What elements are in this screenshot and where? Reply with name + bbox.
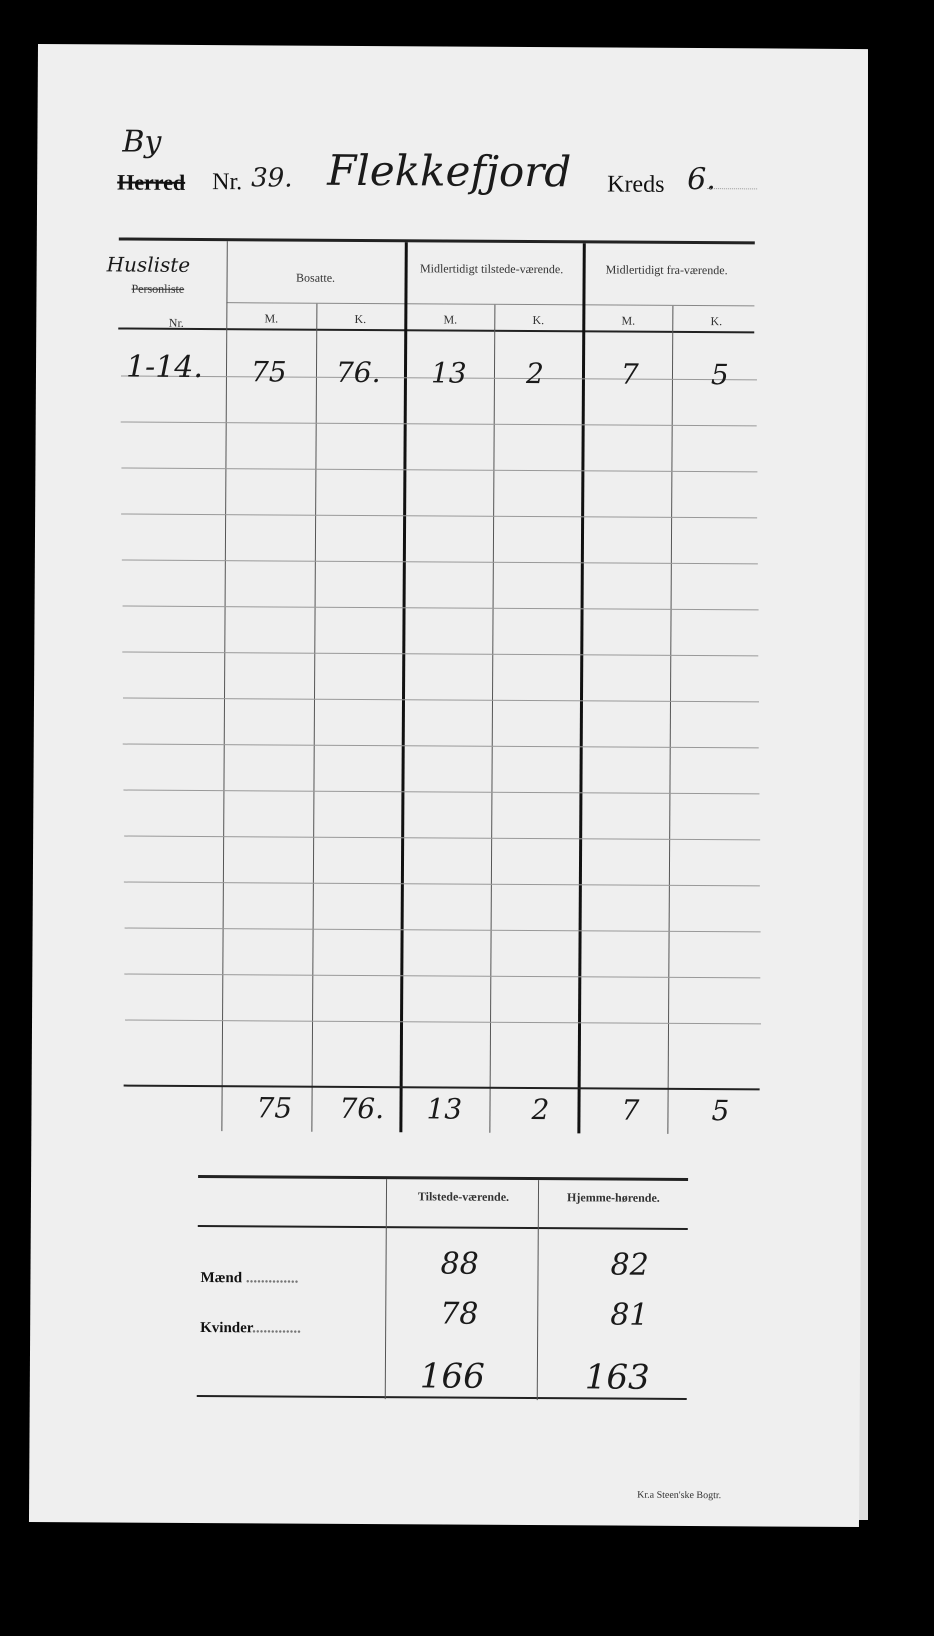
cell: 76. (335, 355, 381, 390)
summary-cell: 82 (610, 1247, 649, 1283)
cell: 5 (710, 358, 729, 392)
husliste-handwritten: Husliste (106, 252, 191, 277)
kreds-label: Kreds (607, 171, 665, 198)
row-nr: 1-14. (125, 349, 204, 386)
summary-total: 163 (584, 1357, 650, 1398)
row-rule (122, 651, 759, 657)
place-name: Flekkefjord (327, 145, 572, 197)
total-cell: 75 (256, 1091, 293, 1125)
group-header-fravaerende: Midlertidigt fra-værende. (605, 262, 728, 278)
nr-value: 39. (251, 163, 293, 194)
sub-header: K. (710, 314, 723, 329)
row-rule (125, 1019, 762, 1025)
row-rule (124, 973, 761, 979)
census-form: By Herred Nr. 39. Flekkefjord Kreds 6. H… (28, 44, 868, 1528)
group-header-bosatte: Bosatte. (296, 270, 336, 285)
cell: 2 (525, 356, 544, 391)
row-rule (122, 605, 759, 611)
total-cell: 7 (621, 1093, 640, 1127)
row-rule (124, 927, 761, 933)
col-line (384, 1179, 388, 1400)
printer-imprint: Kr.a Steen'ske Bogtr. (637, 1489, 722, 1502)
subheader-rule (226, 302, 755, 307)
summary-total: 166 (419, 1356, 485, 1397)
col-line-thick (577, 243, 586, 1134)
summary-header-hjemme: Hjemme-hørende. (567, 1190, 660, 1205)
kvinder-label: Kvinder............. (200, 1320, 301, 1337)
row-rule (122, 697, 759, 703)
col-line (489, 304, 496, 1133)
col-line (536, 1180, 540, 1401)
cell: 75 (250, 355, 287, 389)
row-rule (123, 835, 760, 841)
summary-cell: 81 (610, 1297, 649, 1333)
col-line (311, 303, 318, 1132)
maend-label-text: Mænd (200, 1270, 243, 1287)
row-rule (120, 421, 757, 427)
sub-header: K. (532, 313, 545, 328)
cell: 7 (620, 357, 639, 391)
col-line (667, 305, 674, 1134)
col-line-thick (399, 242, 408, 1133)
summary-top-rule (198, 1174, 689, 1181)
sub-header: M. (443, 312, 458, 327)
nr-label: Nr. (212, 169, 243, 196)
summary-header-tilstede: Tilstede-værende. (417, 1189, 510, 1204)
cell: 13 (430, 356, 467, 390)
personliste-label: Personliste (131, 281, 185, 296)
total-cell: 13 (426, 1092, 463, 1126)
row-rule (124, 881, 761, 887)
row-rule (123, 743, 760, 749)
row-rule (121, 559, 758, 565)
row-rule (121, 467, 758, 473)
table-top-rule (118, 237, 755, 245)
herred-label: Herred (117, 169, 186, 195)
summary-cell: 88 (440, 1246, 479, 1282)
by-handwritten: By (122, 124, 162, 160)
maend-label: Mænd .............. (200, 1270, 299, 1287)
summary-header-rule (197, 1224, 688, 1230)
row-rule (123, 789, 760, 795)
sub-header: K. (354, 311, 367, 327)
group-header-tilstede: Midlertidigt tilstede-værende. (419, 261, 564, 277)
total-cell: 5 (711, 1094, 730, 1128)
row-rule (121, 513, 758, 519)
nr-col-header: Nr. (168, 315, 184, 330)
sub-header: M. (621, 313, 636, 328)
col-line (221, 241, 228, 1132)
kreds-value: 6. (687, 161, 716, 198)
total-cell: 2 (531, 1093, 550, 1127)
summary-cell: 78 (440, 1296, 479, 1332)
kvinder-label-text: Kvinder (200, 1320, 253, 1337)
total-cell: 76. (339, 1091, 385, 1126)
sub-header: M. (264, 311, 279, 326)
totals-rule (123, 1084, 760, 1091)
